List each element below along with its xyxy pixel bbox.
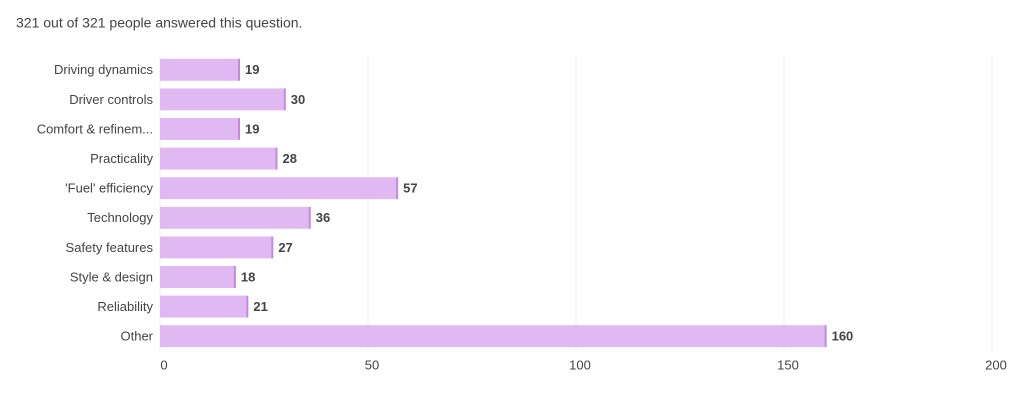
value-label: 160	[832, 329, 854, 344]
bar	[160, 206, 310, 229]
value-label: 19	[245, 62, 259, 77]
value-label: 36	[316, 210, 330, 225]
y-tick-label: Driver controls	[69, 92, 153, 107]
bar	[160, 295, 248, 318]
y-tick-label: Safety features	[66, 240, 154, 255]
chart-subtitle: 321 out of 321 people answered this ques…	[16, 15, 302, 31]
y-tick-label: Driving dynamics	[54, 62, 153, 77]
value-label: 21	[253, 299, 267, 314]
x-tick-label: 50	[365, 357, 379, 372]
y-tick-label: Technology	[87, 210, 153, 225]
bar	[160, 325, 826, 348]
y-tick-label: 'Fuel' efficiency	[65, 181, 153, 196]
bar	[160, 266, 235, 288]
x-tick-label: 0	[160, 357, 167, 372]
value-label: 57	[403, 181, 417, 196]
y-tick-label: Style & design	[70, 269, 153, 284]
bar	[160, 147, 277, 170]
value-label: 28	[282, 151, 296, 166]
y-tick-label: Other	[120, 329, 153, 344]
bar	[160, 236, 273, 259]
bar	[160, 58, 240, 81]
value-label: 30	[291, 92, 305, 107]
bar	[160, 88, 285, 111]
x-tick-label: 150	[777, 357, 799, 372]
x-tick-label: 200	[985, 357, 1007, 372]
value-label: 19	[245, 121, 259, 136]
y-tick-label: Comfort & refinem...	[37, 121, 153, 136]
value-label: 27	[278, 240, 292, 255]
x-tick-label: 100	[569, 357, 591, 372]
bar	[160, 118, 240, 140]
y-tick-label: Practicality	[90, 151, 153, 166]
value-label: 18	[241, 269, 255, 284]
y-tick-label: Reliability	[97, 299, 153, 314]
bar	[160, 177, 398, 200]
